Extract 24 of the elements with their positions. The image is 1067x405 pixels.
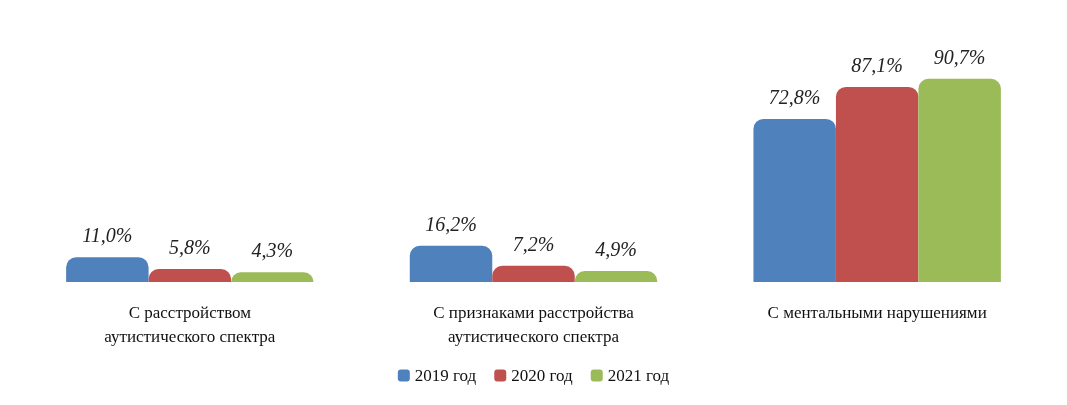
data-label: 11,0% bbox=[82, 224, 133, 247]
bar bbox=[66, 257, 149, 282]
x-tick-label: С расстройством аутистического спектра bbox=[104, 302, 276, 346]
bar bbox=[835, 86, 919, 282]
bar bbox=[409, 245, 493, 282]
data-label: 5,8% bbox=[169, 236, 211, 259]
legend-label: 2021 год bbox=[607, 366, 670, 385]
data-label: 4,9% bbox=[595, 238, 637, 261]
x-tick-label: С признаками расстройства аутистического спектра bbox=[433, 302, 635, 346]
bar bbox=[574, 271, 658, 282]
bar bbox=[148, 269, 232, 282]
legend-label: 2019 год bbox=[414, 366, 477, 385]
data-label: 7,2% bbox=[512, 232, 555, 255]
bar bbox=[918, 78, 1001, 282]
data-label: 4,3% bbox=[251, 239, 294, 262]
bar bbox=[231, 272, 314, 282]
x-tick-label: С ментальными нарушениями bbox=[767, 302, 987, 322]
data-label: 16,2% bbox=[425, 212, 477, 235]
legend-label: 2020 год bbox=[511, 366, 574, 385]
data-label: 72,8% bbox=[768, 85, 821, 108]
bar bbox=[753, 118, 836, 282]
bar bbox=[492, 265, 575, 282]
data-label: 90,7% bbox=[933, 45, 986, 68]
data-label: 87,1% bbox=[851, 53, 903, 76]
